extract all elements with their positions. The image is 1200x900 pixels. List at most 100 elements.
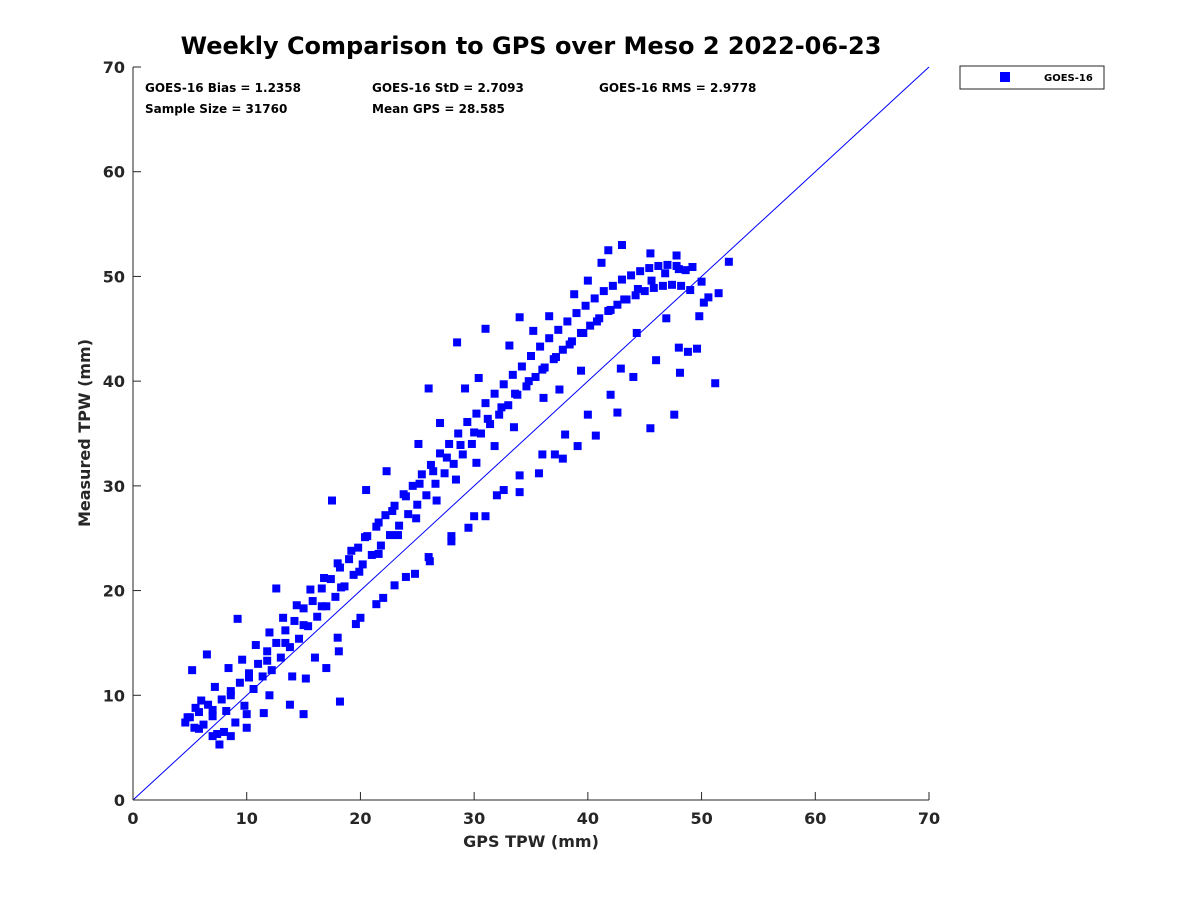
data-point <box>463 417 472 426</box>
data-point <box>401 492 410 501</box>
legend-label-goes16: GOES-16 <box>1044 73 1093 84</box>
data-point <box>529 326 538 335</box>
data-point <box>481 512 490 521</box>
data-point <box>454 429 463 438</box>
data-point <box>539 393 548 402</box>
data-point <box>412 514 421 523</box>
data-point <box>333 633 342 642</box>
data-point <box>629 372 638 381</box>
data-point <box>251 641 260 650</box>
data-point <box>608 281 617 290</box>
data-point <box>592 317 601 326</box>
data-point <box>470 428 479 437</box>
data-point <box>613 300 622 309</box>
data-point <box>714 289 723 298</box>
y-tick-label: 10 <box>103 686 125 705</box>
data-point <box>244 673 253 682</box>
data-point <box>306 585 315 594</box>
data-point <box>285 643 294 652</box>
chart-title: Weekly Comparison to GPS over Meso 2 202… <box>181 32 882 60</box>
data-point <box>545 312 554 321</box>
data-point <box>272 584 281 593</box>
data-point <box>310 653 319 662</box>
data-point <box>672 251 681 260</box>
data-point <box>320 574 329 583</box>
data-point <box>515 471 524 480</box>
data-point <box>265 691 274 700</box>
data-point <box>194 708 203 717</box>
data-point <box>505 341 514 350</box>
data-point <box>388 506 397 515</box>
data-point <box>347 546 356 555</box>
data-point <box>181 718 190 727</box>
data-point <box>458 450 467 459</box>
data-point <box>497 403 506 412</box>
data-point <box>265 628 274 637</box>
data-point <box>509 423 518 432</box>
data-point <box>583 410 592 419</box>
data-point <box>401 572 410 581</box>
data-point <box>606 390 615 399</box>
data-point <box>476 429 485 438</box>
stat-mean-gps: Mean GPS = 28.585 <box>372 102 505 116</box>
data-point <box>591 431 600 440</box>
data-point <box>190 723 199 732</box>
data-point <box>204 700 213 709</box>
data-point <box>481 399 490 408</box>
data-point <box>442 453 451 462</box>
y-tick-label: 60 <box>103 163 125 182</box>
data-point <box>417 470 426 479</box>
stat-bias: GOES-16 Bias = 1.2358 <box>145 81 301 95</box>
data-point <box>699 298 708 307</box>
data-point <box>337 583 346 592</box>
data-point <box>263 656 272 665</box>
data-point <box>374 518 383 527</box>
x-tick-label: 50 <box>690 809 712 828</box>
data-point <box>254 659 263 668</box>
data-point <box>632 328 641 337</box>
data-point <box>358 560 367 569</box>
data-point <box>235 678 244 687</box>
data-point <box>538 365 547 374</box>
data-point <box>461 384 470 393</box>
data-point <box>208 712 217 721</box>
y-tick-label: 0 <box>114 791 125 810</box>
data-point <box>472 458 481 467</box>
data-point <box>222 706 231 715</box>
data-point <box>240 701 249 710</box>
data-point <box>579 328 588 337</box>
data-point <box>381 511 390 520</box>
data-point <box>242 710 251 719</box>
data-point <box>322 664 331 673</box>
data-point <box>436 419 445 428</box>
data-point <box>351 620 360 629</box>
data-point <box>654 261 663 270</box>
legend-marker-square-icon <box>1000 72 1010 82</box>
data-point <box>561 430 570 439</box>
data-point <box>219 727 228 736</box>
data-point <box>554 325 563 334</box>
data-point <box>210 682 219 691</box>
data-point <box>586 321 595 330</box>
data-point <box>683 347 692 356</box>
data-point <box>188 666 197 675</box>
data-point <box>483 414 492 423</box>
data-point <box>640 287 649 296</box>
data-point <box>663 260 672 269</box>
data-point <box>668 280 677 289</box>
data-point <box>238 655 247 664</box>
data-point <box>686 286 695 295</box>
data-point <box>355 567 364 576</box>
data-point <box>617 241 626 250</box>
data-point <box>517 362 526 371</box>
data-point <box>456 441 465 450</box>
data-point <box>191 703 200 712</box>
stat-sample-size: Sample Size = 31760 <box>145 102 287 116</box>
data-point <box>440 469 449 478</box>
data-point <box>414 439 423 448</box>
data-point <box>447 532 456 541</box>
data-point <box>658 281 667 290</box>
data-point <box>385 531 394 540</box>
data-point <box>345 555 354 564</box>
